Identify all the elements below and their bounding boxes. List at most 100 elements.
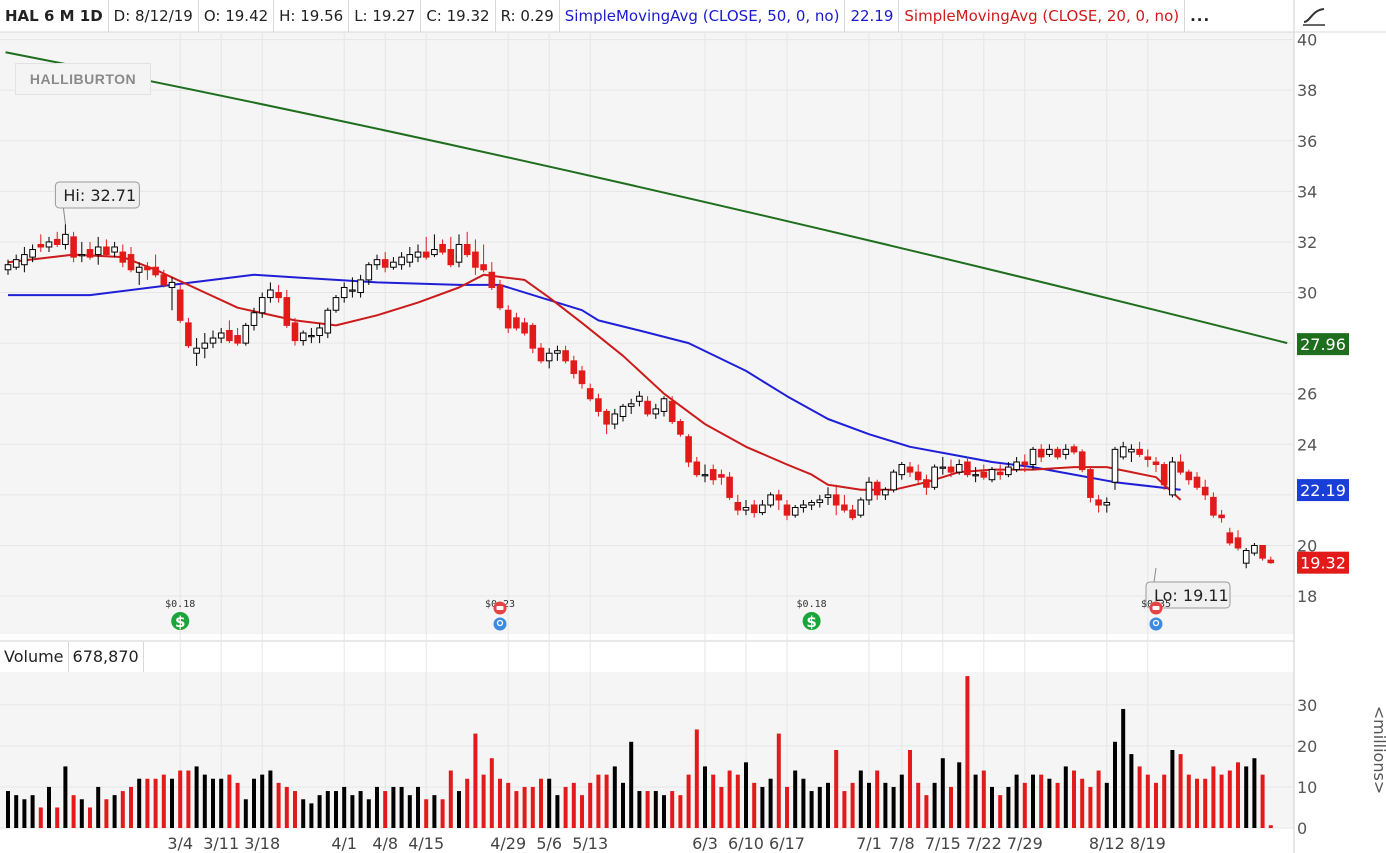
candle[interactable] [595, 398, 602, 412]
candle[interactable] [1234, 537, 1242, 549]
candle[interactable] [611, 413, 619, 425]
candle[interactable] [652, 408, 660, 415]
volume-bar[interactable] [407, 795, 412, 828]
candle[interactable] [1062, 448, 1070, 455]
volume-bar[interactable] [998, 795, 1003, 828]
volume-bar[interactable] [219, 778, 224, 828]
volume-bar[interactable] [940, 758, 945, 828]
candle[interactable] [12, 259, 20, 268]
candle[interactable] [1210, 496, 1217, 516]
volume-bar[interactable] [211, 778, 215, 828]
candle[interactable] [1029, 448, 1037, 466]
volume-bar[interactable] [1219, 774, 1224, 828]
candle[interactable] [1218, 514, 1225, 519]
candle[interactable] [357, 279, 364, 294]
volume-bar[interactable] [104, 799, 109, 828]
volume-bar[interactable] [530, 786, 535, 828]
candle[interactable] [554, 350, 561, 354]
candle[interactable] [800, 504, 807, 509]
candle[interactable] [267, 289, 274, 299]
volume-bar[interactable] [891, 786, 896, 828]
volume-bar[interactable] [202, 774, 207, 828]
volume-bar[interactable] [875, 770, 880, 828]
volume-bar[interactable] [760, 786, 765, 828]
candle[interactable] [480, 264, 487, 271]
volume-bar[interactable] [79, 799, 84, 828]
candle[interactable] [914, 471, 922, 481]
volume-bar[interactable] [703, 766, 707, 828]
candle[interactable] [693, 461, 701, 476]
candle[interactable] [37, 243, 45, 248]
candle[interactable] [808, 501, 815, 506]
volume-bar[interactable] [1195, 778, 1199, 828]
volume-bar[interactable] [1113, 741, 1117, 828]
volume-bar[interactable] [1227, 770, 1232, 828]
candle[interactable] [21, 254, 28, 266]
volume-bar[interactable] [88, 807, 92, 828]
candle[interactable] [1037, 448, 1045, 458]
volume-bar[interactable] [1031, 774, 1035, 828]
volume-bar[interactable] [63, 766, 68, 828]
candle[interactable] [529, 324, 537, 349]
candle[interactable] [365, 264, 373, 281]
volume-bar[interactable] [604, 774, 609, 828]
volume-bar[interactable] [170, 778, 174, 828]
volume-bar[interactable] [432, 795, 437, 828]
volume-bar[interactable] [711, 774, 716, 828]
candle[interactable] [176, 289, 184, 321]
volume-bar[interactable] [481, 774, 486, 828]
volume-bar[interactable] [916, 782, 921, 828]
candle[interactable] [627, 403, 635, 407]
volume-bar[interactable] [776, 733, 781, 828]
candle[interactable] [29, 249, 36, 258]
volume-bar[interactable] [14, 795, 19, 828]
volume-bar[interactable] [653, 791, 658, 828]
volume-bar[interactable] [1047, 778, 1052, 828]
volume-bar[interactable] [1236, 762, 1240, 828]
volume-bar[interactable] [1063, 766, 1068, 828]
candle[interactable] [308, 335, 315, 338]
candle[interactable] [463, 243, 471, 256]
volume-bar[interactable] [686, 774, 691, 828]
volume-bar[interactable] [1268, 825, 1273, 828]
candle[interactable] [988, 469, 996, 481]
volume-bar[interactable] [621, 782, 625, 828]
candle[interactable] [603, 410, 610, 425]
candle[interactable] [726, 476, 733, 498]
sma20-study-label[interactable]: SimpleMovingAvg (CLOSE, 20, 0, no) [899, 0, 1186, 32]
volume-bar[interactable] [867, 782, 871, 828]
candle[interactable] [62, 233, 69, 245]
candle[interactable] [923, 479, 930, 488]
candle[interactable] [168, 281, 176, 288]
volume-bar[interactable] [96, 786, 101, 828]
candle[interactable] [521, 322, 528, 334]
candle[interactable] [70, 236, 77, 258]
volume-bar[interactable] [547, 778, 552, 828]
candle[interactable] [1013, 461, 1020, 471]
volume-bar[interactable] [727, 770, 732, 828]
candle[interactable] [570, 360, 578, 374]
candle[interactable] [1267, 559, 1275, 564]
candle[interactable] [86, 249, 94, 258]
candle[interactable] [1201, 486, 1209, 496]
candle[interactable] [127, 254, 135, 271]
volume-bar[interactable] [1186, 774, 1191, 828]
volume-bar[interactable] [30, 795, 35, 828]
candle[interactable] [824, 494, 832, 498]
volume-bar[interactable] [809, 791, 814, 828]
volume-bar[interactable] [186, 770, 191, 828]
volume-bar[interactable] [145, 778, 150, 828]
volume-bar[interactable] [153, 778, 158, 828]
drawing-tools-icon[interactable] [1300, 4, 1328, 28]
volume-bar[interactable] [580, 795, 584, 828]
volume-bar[interactable] [678, 795, 683, 828]
candle[interactable] [586, 388, 594, 400]
volume-bar[interactable] [260, 774, 265, 828]
candle[interactable] [677, 421, 684, 435]
candle[interactable] [45, 241, 53, 248]
volume-bar[interactable] [38, 807, 43, 828]
volume-bar[interactable] [785, 786, 789, 828]
candle[interactable] [578, 370, 586, 385]
volume-bar[interactable] [670, 791, 675, 828]
candle[interactable] [111, 246, 118, 253]
